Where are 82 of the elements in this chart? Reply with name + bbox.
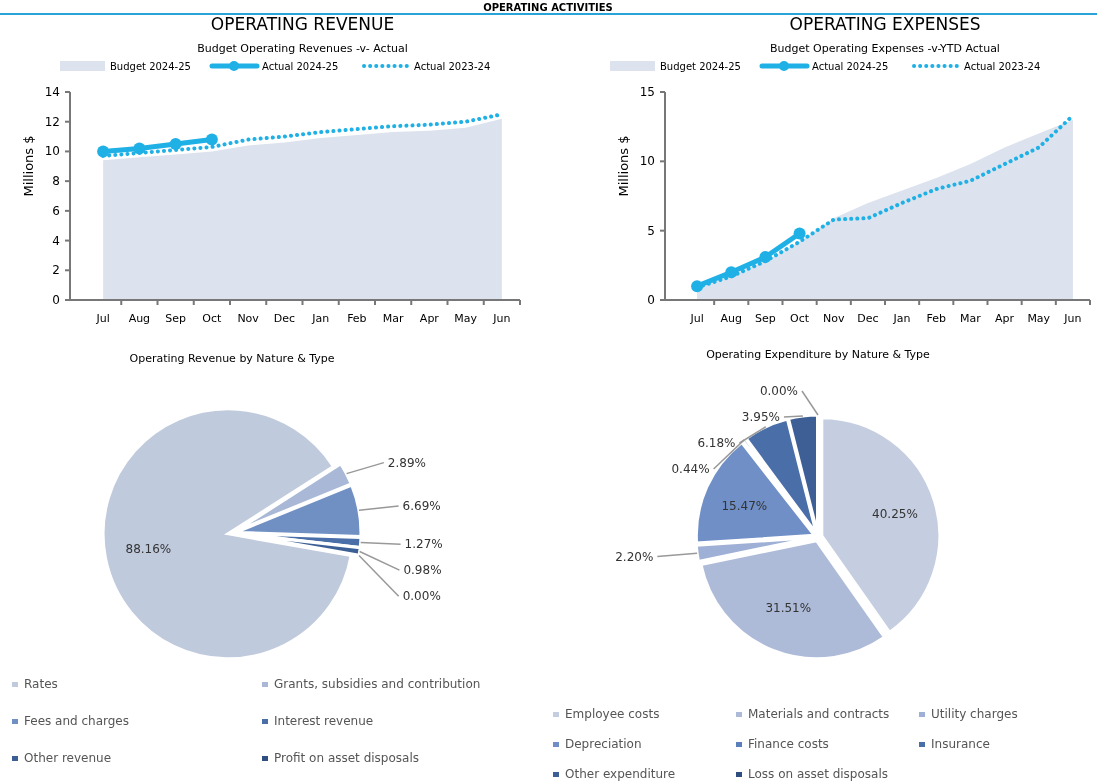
- y-axis-title: Millions $: [21, 135, 36, 197]
- x-tick-label: Apr: [419, 312, 440, 325]
- legend-label: Insurance: [931, 737, 990, 751]
- y-tick-label: 4: [52, 233, 60, 248]
- y-tick-label: 10: [44, 144, 60, 159]
- data-label: 3.95%: [741, 410, 780, 424]
- x-tick-label: Nov: [823, 312, 845, 325]
- x-tick-label: Aug: [128, 312, 151, 325]
- x-tick-label: Jul: [95, 312, 110, 325]
- legend-label: Employee costs: [565, 707, 660, 721]
- y-tick-label: 8: [52, 174, 60, 189]
- data-label: 40.25%: [872, 506, 918, 521]
- x-tick-label: Jun: [492, 312, 511, 325]
- x-tick-label: May: [454, 312, 478, 325]
- legend-label: Budget 2024-25: [110, 61, 191, 72]
- chart-title: Operating Expenditure by Nature & Type: [706, 348, 931, 361]
- legend-label: Materials and contracts: [748, 707, 890, 721]
- x-tick-label: Apr: [995, 312, 1015, 325]
- y-tick-label: 14: [44, 85, 60, 99]
- x-tick-label: Oct: [790, 312, 810, 325]
- x-tick-label: Nov: [237, 312, 260, 325]
- y-axis-title: Millions $: [616, 135, 631, 197]
- y-tick-label: 6: [52, 203, 60, 218]
- point: [169, 138, 182, 150]
- data-label: 88.16%: [125, 541, 172, 556]
- y-tick-label: 12: [44, 114, 60, 129]
- legend-label: Finance costs: [748, 737, 829, 751]
- legend-label: Actual 2024-25: [812, 61, 889, 72]
- chart-title: Operating Revenue by Nature & Type: [129, 352, 335, 365]
- x-tick-label: May: [1027, 312, 1051, 325]
- chart-subtitle: Budget Operating Expenses -v-YTD Actual: [770, 42, 1000, 55]
- legend-label: Depreciation: [565, 737, 642, 751]
- y-tick-label: 2: [52, 263, 60, 278]
- y-tick-label: 0: [647, 293, 655, 307]
- x-tick-label: Feb: [926, 312, 946, 325]
- x-tick-label: Mar: [960, 312, 982, 325]
- legend-label: Budget 2024-25: [660, 61, 741, 72]
- x-tick-label: Feb: [347, 312, 367, 325]
- x-tick-label: Mar: [382, 312, 404, 325]
- data-label: 2.20%: [615, 549, 654, 564]
- data-label: 0.98%: [403, 563, 442, 578]
- point: [205, 133, 218, 146]
- x-tick-label: Sep: [165, 312, 187, 325]
- x-tick-label: Dec: [273, 312, 296, 325]
- data-label: 15.47%: [721, 498, 768, 513]
- x-tick-label: Jun: [1063, 312, 1082, 325]
- x-tick-label: Sep: [755, 312, 776, 325]
- chart-title: OPERATING EXPENSES: [789, 14, 981, 34]
- data-label: 6.18%: [697, 436, 736, 450]
- data-label: 31.51%: [765, 601, 812, 616]
- legend-label: Other expenditure: [565, 767, 676, 781]
- chart-subtitle: Budget Operating Revenues -v- Actual: [197, 42, 408, 55]
- x-tick-label: Oct: [202, 312, 223, 325]
- legend-label: Profit on asset disposals: [274, 751, 419, 765]
- legend-label: Utility charges: [931, 707, 1018, 721]
- legend-label: Loss on asset disposals: [748, 767, 889, 781]
- legend-label: Grants, subsidies and contribution: [274, 677, 481, 691]
- x-tick-label: Dec: [857, 312, 879, 325]
- data-label: 2.89%: [387, 455, 426, 470]
- x-tick-label: Jan: [892, 312, 911, 325]
- x-tick-label: Jul: [689, 312, 704, 325]
- legend-label: Interest revenue: [274, 714, 374, 728]
- x-tick-label: Jan: [311, 312, 330, 325]
- chart-title: OPERATING REVENUE: [210, 14, 395, 34]
- point: [793, 227, 806, 240]
- legend-label: Actual 2023-24: [414, 61, 491, 72]
- legend-label: Rates: [24, 677, 58, 691]
- data-label: 1.27%: [404, 537, 443, 552]
- y-tick-label: 5: [647, 223, 655, 238]
- legend-label: Other revenue: [24, 751, 112, 765]
- text: OPERATING ACTIVITIES: [483, 2, 613, 13]
- y-tick-label: 10: [639, 154, 655, 169]
- data-label: 0.44%: [671, 462, 710, 476]
- legend-label: Actual 2024-25: [262, 61, 339, 72]
- legend-label: Fees and charges: [24, 714, 129, 728]
- text: 0.00%: [402, 589, 441, 604]
- data-label: 6.69%: [402, 499, 441, 514]
- x-tick-label: Aug: [720, 312, 742, 325]
- y-tick-label: 0: [52, 293, 60, 307]
- y-tick-label: 15: [639, 85, 655, 99]
- text: 0.00%: [759, 384, 798, 398]
- legend-label: Actual 2023-24: [964, 61, 1041, 72]
